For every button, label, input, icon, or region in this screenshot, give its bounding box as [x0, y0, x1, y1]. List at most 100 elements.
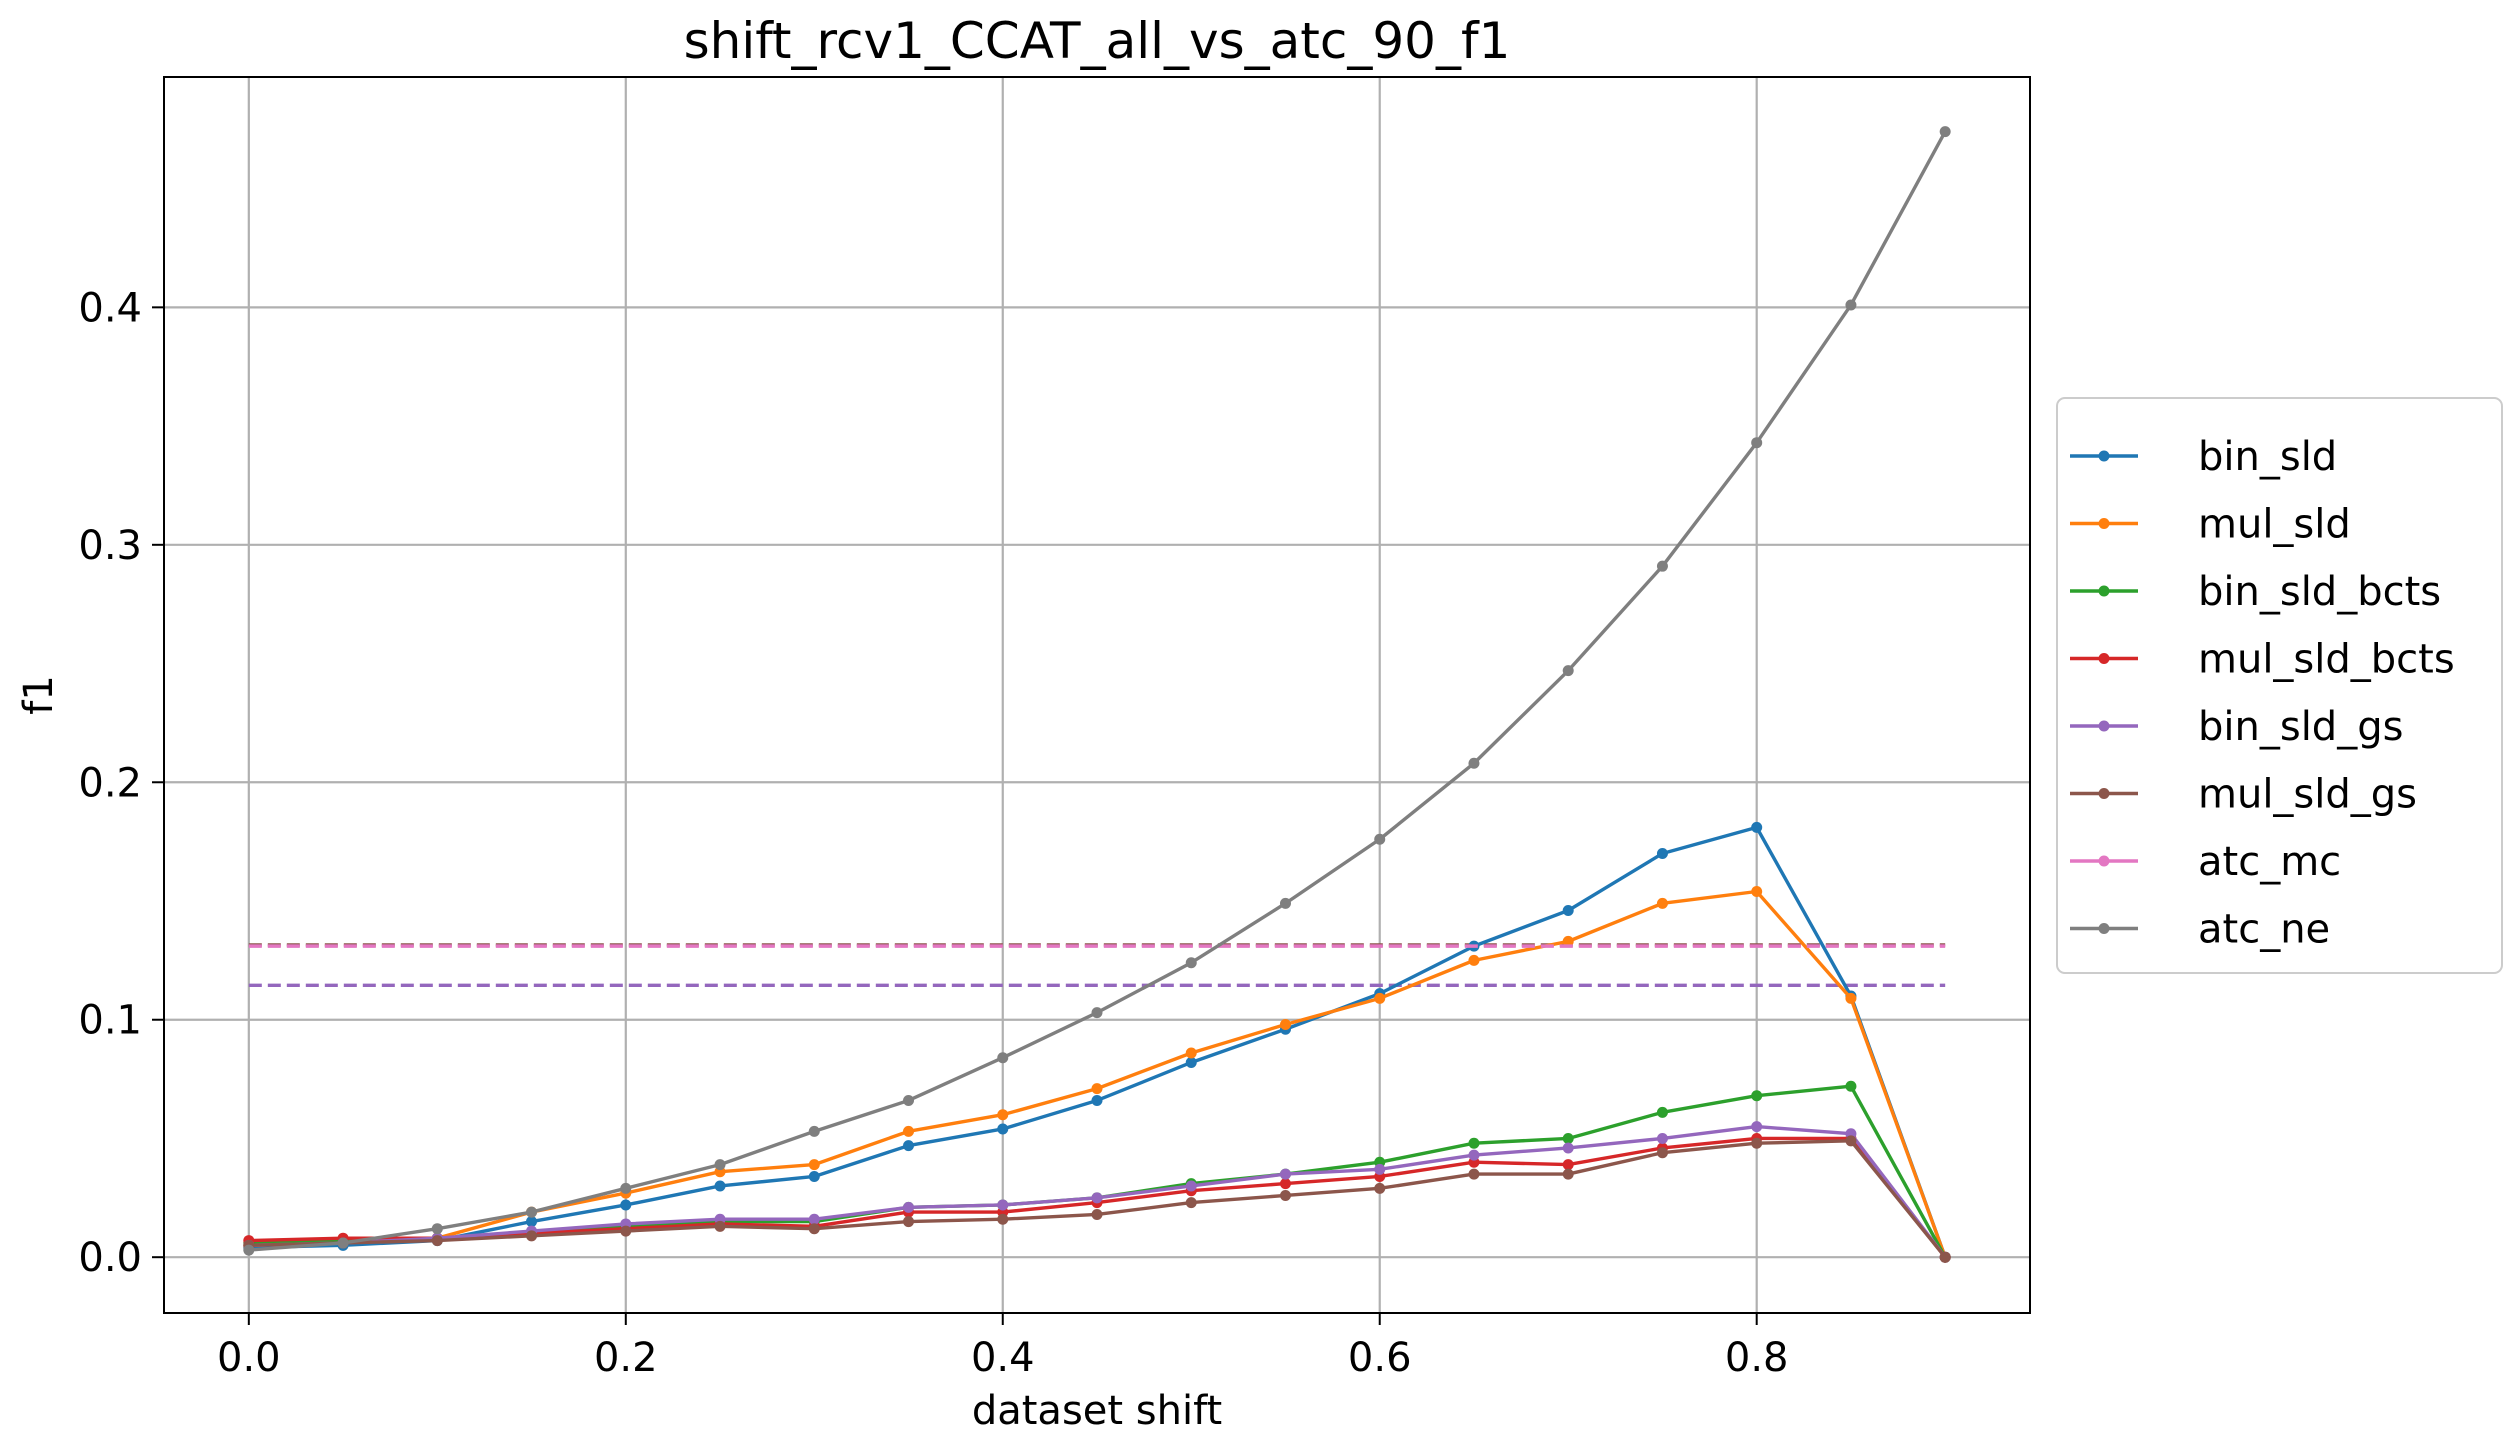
legend-box — [2056, 397, 2503, 974]
point-mul_sld_gs-5 — [714, 1220, 726, 1232]
point-mul_sld_gs-9 — [1091, 1208, 1103, 1220]
chart-title: shift_rcv1_CCAT_all_vs_atc_90_f1 — [684, 12, 1511, 70]
point-atc_ne-4 — [620, 1182, 632, 1194]
point-atc_ne-15 — [1656, 560, 1668, 572]
point-atc_ne-11 — [1279, 897, 1291, 909]
legend-label-bin_sld: bin_sld — [2198, 434, 2337, 480]
point-bin_sld-8 — [997, 1123, 1009, 1135]
point-mul_sld_gs-12 — [1374, 1182, 1386, 1194]
point-atc_ne-18 — [1939, 126, 1951, 138]
legend-swatch-marker-atc_ne — [2098, 923, 2110, 934]
legend-swatch-marker-mul_sld — [2098, 518, 2110, 529]
point-bin_sld_gs-6 — [808, 1213, 820, 1225]
point-bin_sld_gs-7 — [903, 1201, 915, 1213]
point-atc_ne-10 — [1185, 957, 1197, 969]
point-atc_ne-2 — [431, 1223, 443, 1235]
legend-swatch-marker-mul_sld_bcts — [2098, 653, 2110, 664]
point-bin_sld_gs-12 — [1374, 1163, 1386, 1175]
x-axis-label: dataset shift — [972, 1388, 1222, 1434]
point-mul_sld-12 — [1374, 992, 1386, 1004]
legend-item-bin_sld: bin_sld — [2070, 434, 2337, 480]
point-atc_ne-7 — [903, 1094, 915, 1106]
point-mul_sld_gs-8 — [997, 1213, 1009, 1225]
point-mul_sld_gs-16 — [1751, 1137, 1763, 1149]
point-mul_sld_gs-2 — [431, 1235, 443, 1247]
legend-item-bin_sld_bcts: bin_sld_bcts — [2070, 569, 2441, 615]
x-tick-label-4: 0.8 — [1725, 1335, 1789, 1381]
legend-item-atc_mc: atc_mc — [2070, 839, 2341, 885]
y-tick-label-0: 0.0 — [78, 1235, 142, 1281]
x-tick-label-2: 0.4 — [971, 1335, 1035, 1381]
point-mul_sld_gs-13 — [1468, 1168, 1480, 1180]
point-bin_sld_gs-9 — [1091, 1192, 1103, 1204]
legend-item-mul_sld_gs: mul_sld_gs — [2070, 772, 2417, 818]
point-atc_ne-8 — [997, 1052, 1009, 1064]
point-bin_sld-6 — [808, 1170, 820, 1182]
legend-swatch-marker-bin_sld_bcts — [2098, 585, 2110, 597]
point-atc_ne-9 — [1091, 1007, 1103, 1019]
point-bin_sld_gs-16 — [1751, 1121, 1763, 1133]
point-mul_sld-15 — [1656, 897, 1668, 909]
legend-label-bin_sld_gs: bin_sld_gs — [2198, 704, 2403, 750]
legend-label-mul_sld: mul_sld — [2198, 502, 2351, 548]
series-mul_sld_gs — [243, 1135, 1951, 1263]
point-mul_sld-9 — [1091, 1083, 1103, 1095]
point-atc_ne-14 — [1562, 665, 1574, 677]
point-bin_sld-3 — [526, 1216, 538, 1228]
legend-label-bin_sld_bcts: bin_sld_bcts — [2198, 569, 2441, 615]
legend-label-atc_mc: atc_mc — [2198, 839, 2341, 885]
point-mul_sld-17 — [1845, 992, 1857, 1004]
legend-item-atc_ne: atc_ne — [2070, 907, 2330, 953]
point-mul_sld-7 — [903, 1125, 915, 1137]
point-mul_sld_gs-4 — [620, 1225, 632, 1237]
point-mul_sld-13 — [1468, 954, 1480, 966]
series-bin_sld_gs — [243, 1121, 1951, 1263]
series-layer — [243, 126, 1951, 1263]
point-bin_sld-4 — [620, 1199, 632, 1211]
y-tick-label-3: 0.3 — [78, 523, 142, 569]
x-axis-ticks: 0.0 0.2 0.4 0.6 0.8 — [217, 1313, 1789, 1381]
point-mul_sld_gs-17 — [1845, 1135, 1857, 1147]
legend: bin_sld mul_sld bin_sld_bcts mul_sld_bctsbi… — [2056, 397, 2503, 974]
point-mul_sld_gs-10 — [1185, 1197, 1197, 1209]
point-bin_sld_bcts-13 — [1468, 1137, 1480, 1149]
plot-frame — [163, 76, 2031, 1314]
point-atc_ne-1 — [337, 1237, 349, 1249]
point-mul_sld_bcts-14 — [1562, 1159, 1574, 1171]
legend-item-bin_sld_gs: bin_sld_gs — [2070, 704, 2403, 750]
point-mul_sld-11 — [1279, 1018, 1291, 1030]
point-bin_sld_bcts-15 — [1656, 1106, 1668, 1118]
legend-item-mul_sld_bcts: mul_sld_bcts — [2070, 637, 2455, 683]
point-mul_sld_bcts-11 — [1279, 1178, 1291, 1190]
grid — [164, 77, 2030, 1313]
point-atc_ne-16 — [1751, 437, 1763, 449]
point-bin_sld_bcts-14 — [1562, 1132, 1574, 1144]
point-bin_sld_gs-15 — [1656, 1132, 1668, 1144]
point-bin_sld_gs-10 — [1185, 1180, 1197, 1192]
point-bin_sld-16 — [1751, 821, 1763, 833]
y-axis-label: f1 — [16, 675, 62, 715]
point-bin_sld_gs-11 — [1279, 1168, 1291, 1180]
point-mul_sld_gs-11 — [1279, 1189, 1291, 1201]
point-atc_ne-3 — [526, 1206, 538, 1218]
point-atc_ne-0 — [243, 1244, 255, 1256]
point-mul_sld_gs-15 — [1656, 1147, 1668, 1159]
point-mul_sld_gs-14 — [1562, 1168, 1574, 1180]
x-tick-label-3: 0.6 — [1348, 1335, 1412, 1381]
point-bin_sld_gs-8 — [997, 1199, 1009, 1211]
point-bin_sld-14 — [1562, 904, 1574, 916]
legend-label-mul_sld_gs: mul_sld_gs — [2198, 772, 2417, 818]
y-axis-ticks: 0.0 0.1 0.2 0.3 0.4 — [78, 285, 164, 1281]
legend-item-mul_sld: mul_sld — [2070, 502, 2351, 548]
legend-swatch-marker-bin_sld — [2098, 450, 2110, 462]
point-bin_sld-15 — [1656, 848, 1668, 860]
point-atc_ne-5 — [714, 1159, 726, 1171]
y-tick-label-2: 0.2 — [78, 760, 142, 806]
point-bin_sld_bcts-17 — [1845, 1080, 1857, 1092]
y-tick-label-1: 0.1 — [78, 998, 142, 1044]
point-bin_sld_gs-13 — [1468, 1149, 1480, 1161]
y-tick-label-4: 0.4 — [78, 285, 142, 331]
point-atc_ne-13 — [1468, 757, 1480, 769]
